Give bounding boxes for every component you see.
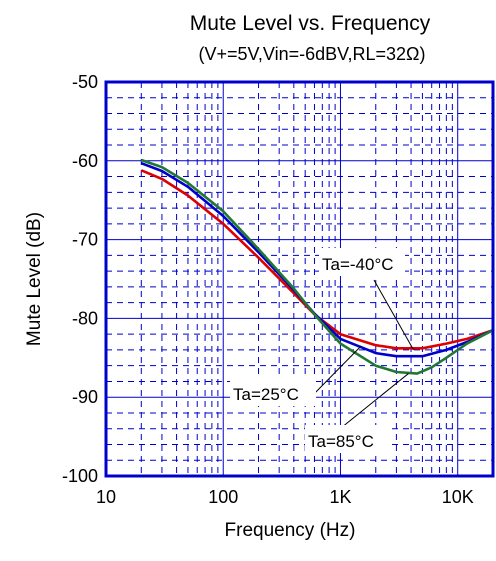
annotation-label: Ta=85°C (308, 432, 374, 451)
x-tick-label: 10K (442, 487, 474, 507)
y-tick-label: -80 (72, 308, 98, 328)
chart-title: Mute Level vs. Frequency (190, 12, 431, 35)
minor-grid (106, 82, 493, 476)
annotation-leader (335, 373, 409, 433)
y-tick-labels: -50 -60 -70 -80 -90 -100 (62, 72, 98, 486)
plot-frame (104, 80, 495, 478)
y-tick-label: -100 (62, 466, 98, 486)
y-axis-label: Mute Level (dB) (24, 212, 45, 346)
chart-subtitle: (V+=5V,Vin=-6dBV,RL=32Ω) (199, 44, 426, 64)
annotation-leader (309, 345, 362, 399)
annotation-labels: Ta=-40°C Ta=25°C Ta=85°C (230, 248, 405, 453)
annotation-background (230, 378, 316, 406)
y-tick-label: -90 (72, 387, 98, 407)
x-tick-label: 100 (208, 487, 238, 507)
annotation-background (319, 248, 405, 276)
annotation-label: Ta=-40°C (322, 255, 394, 274)
x-axis-label: Frequency (Hz) (225, 520, 356, 541)
annotation-label: Ta=25°C (233, 385, 299, 404)
x-tick-label: 10 (96, 487, 116, 507)
major-grid (106, 82, 493, 476)
annotation-leader (373, 279, 414, 351)
y-tick-label: -70 (72, 230, 98, 250)
series-line-1 (140, 161, 494, 358)
series-line-2 (140, 158, 494, 375)
series-line-0 (140, 169, 494, 350)
x-tick-labels: 10 100 1K 10K (96, 487, 474, 507)
y-tick-label: -60 (72, 151, 98, 171)
x-tick-label: 1K (329, 487, 351, 507)
annotation-background (305, 425, 391, 453)
annotation-leaders (309, 279, 414, 433)
series-layer (140, 158, 494, 375)
y-tick-label: -50 (72, 72, 98, 92)
